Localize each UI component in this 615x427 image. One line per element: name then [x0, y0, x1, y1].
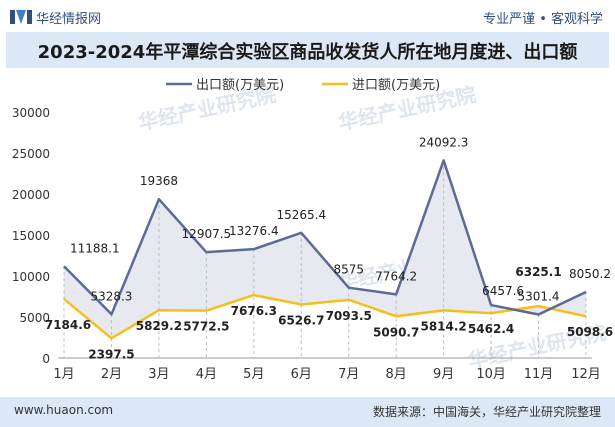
export-data-label: 19368	[140, 174, 178, 188]
export-data-label: 7764.2	[375, 269, 417, 283]
export-data-label: 13276.4	[229, 224, 279, 238]
x-tick-label: 11月	[524, 367, 554, 382]
y-tick-label: 30000	[12, 106, 50, 120]
chart-title: 2023-2024年平潭综合实验区商品收发货人所在地月度进、出口额	[37, 42, 578, 63]
import-data-label: 5829.2	[136, 319, 182, 333]
import-data-label: 2397.5	[88, 347, 134, 361]
x-tick-label: 12月	[571, 367, 601, 382]
tagline: 专业严谨 • 客观科学	[483, 12, 603, 27]
x-tick-label: 10月	[476, 367, 506, 382]
chart: 华经产业研究院华经产业研究院华经产业研究院华经产业研究院华经产业研究院 出口额(…	[12, 78, 613, 382]
x-tick-label: 6月	[291, 367, 312, 382]
y-tick-label: 15000	[12, 229, 50, 243]
import-data-label: 5772.5	[183, 320, 229, 334]
import-data-label: 7184.6	[45, 318, 91, 332]
x-tick-label: 7月	[338, 367, 359, 382]
import-data-label: 5090.7	[373, 325, 419, 339]
export-line	[63, 159, 587, 316]
x-tick-label: 1月	[53, 367, 74, 382]
y-tick-label: 10000	[12, 270, 50, 284]
footer: www.huaon.com 数据来源：中国海关，华经产业研究院整理	[0, 397, 615, 427]
export-data-label: 5301.4	[518, 290, 560, 304]
legend-import-label: 进口额(万美元)	[352, 78, 440, 93]
import-line	[63, 293, 587, 340]
x-tick-label: 5月	[243, 367, 264, 382]
legend: 出口额(万美元) 进口额(万美元)	[166, 78, 440, 93]
import-data-label: 5814.2	[420, 319, 466, 333]
footer-url[interactable]: www.huaon.com	[14, 403, 114, 417]
y-tick-label: 25000	[12, 147, 50, 161]
brand-name: 华经情报网	[36, 12, 102, 27]
export-data-label: 6457.6	[482, 284, 524, 298]
export-data-label: 15265.4	[276, 208, 326, 222]
top-bar: 华经情报网 专业严谨 • 客观科学	[0, 0, 615, 32]
import-data-label: 7093.5	[326, 309, 372, 323]
y-axis: 0 5000 10000 15000 20000 25000 30000	[12, 106, 50, 366]
x-tick-label: 8月	[386, 367, 407, 382]
import-data-label: 7676.3	[231, 304, 277, 318]
import-data-label: 6325.1	[515, 265, 561, 279]
export-data-label: 11188.1	[70, 241, 120, 255]
export-data-label: 24092.3	[419, 135, 469, 149]
export-data-label: 8575	[333, 263, 364, 277]
export-data-label: 5328.3	[90, 289, 132, 303]
x-tick-label: 9月	[433, 367, 454, 382]
x-tick-label: 3月	[148, 367, 169, 382]
y-tick-label: 20000	[12, 188, 50, 202]
logo-icon	[10, 10, 32, 24]
export-data-label: 12907.5	[182, 227, 232, 241]
x-tick-label: 4月	[196, 367, 217, 382]
import-data-label: 5462.4	[468, 322, 514, 336]
y-tick-label: 0	[42, 352, 50, 366]
import-data-label: 5098.6	[567, 325, 613, 339]
x-tick-label: 2月	[101, 367, 122, 382]
legend-export-label: 出口额(万美元)	[196, 78, 284, 93]
y-tick-label: 5000	[19, 311, 50, 325]
title-bar: 2023-2024年平潭综合实验区商品收发货人所在地月度进、出口额	[6, 32, 609, 68]
footer-source: 数据来源：中国海关，华经产业研究院整理	[372, 405, 601, 419]
gap-band	[64, 160, 586, 339]
x-axis: 1月 2月 3月 4月 5月 6月 7月 8月 9月 10月 11月 12月	[53, 357, 601, 382]
export-data-label: 8050.2	[569, 267, 611, 281]
import-data-label: 6526.7	[278, 313, 324, 327]
